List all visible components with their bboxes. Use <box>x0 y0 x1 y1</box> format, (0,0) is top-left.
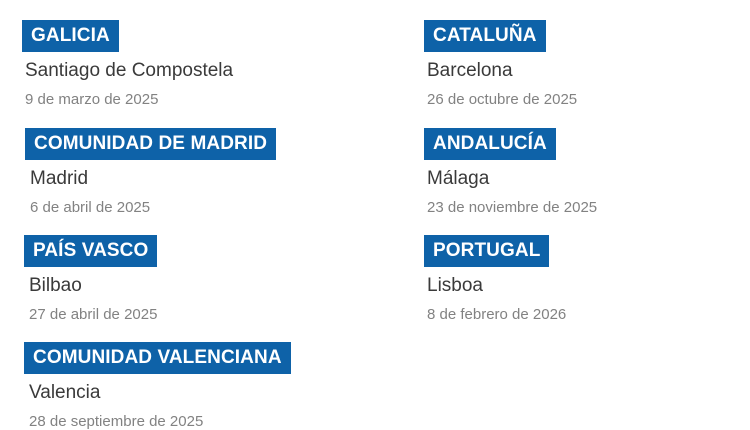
city-name: Santiago de Compostela <box>25 60 234 81</box>
region-badge[interactable]: PORTUGAL <box>424 235 550 267</box>
event-date: 8 de febrero de 2026 <box>427 306 567 323</box>
event-date: 23 de noviembre de 2025 <box>427 199 598 216</box>
city-name: Lisboa <box>427 275 483 296</box>
city-name: Valencia <box>29 382 101 403</box>
event-entry: CATALUÑA Barcelona 26 de octubre de 2025 <box>400 20 750 107</box>
city-name: Málaga <box>427 168 490 189</box>
event-column-right: CATALUÑA Barcelona 26 de octubre de 2025 AN… <box>400 0 750 430</box>
event-entry: ANDALUCÍA Málaga 23 de noviembre de 2025 <box>400 128 750 215</box>
event-date: 26 de octubre de 2025 <box>427 91 578 108</box>
event-date: 9 de marzo de 2025 <box>25 91 159 108</box>
event-entry: COMUNIDAD DE MADRID Madrid 6 de abril de 2… <box>0 128 400 215</box>
region-badge[interactable]: COMUNIDAD DE MADRID <box>25 128 277 160</box>
region-badge[interactable]: GALICIA <box>22 20 119 52</box>
region-badge[interactable]: CATALUÑA <box>424 20 546 52</box>
city-name: Madrid <box>30 168 89 189</box>
event-entry: COMUNIDAD VALENCIANA Valencia 28 de septie… <box>0 342 400 429</box>
region-badge[interactable]: ANDALUCÍA <box>424 128 556 160</box>
region-badge[interactable]: COMUNIDAD VALENCIANA <box>24 342 291 374</box>
event-entry: PAÍS VASCO Bilbao 27 de abril de 2025 <box>0 235 400 322</box>
event-date: 6 de abril de 2025 <box>30 199 151 216</box>
city-name: Bilbao <box>29 275 82 296</box>
event-entry: GALICIA Santiago de Compostela 9 de marzo … <box>0 20 400 107</box>
event-date: 27 de abril de 2025 <box>29 306 158 323</box>
event-column-left: GALICIA Santiago de Compostela 9 de marzo … <box>0 20 400 429</box>
event-date: 28 de septiembre de 2025 <box>29 413 204 430</box>
region-badge[interactable]: PAÍS VASCO <box>24 235 158 267</box>
city-name: Barcelona <box>427 60 513 81</box>
event-entry: PORTUGAL Lisboa 8 de febrero de 2026 <box>400 235 750 322</box>
